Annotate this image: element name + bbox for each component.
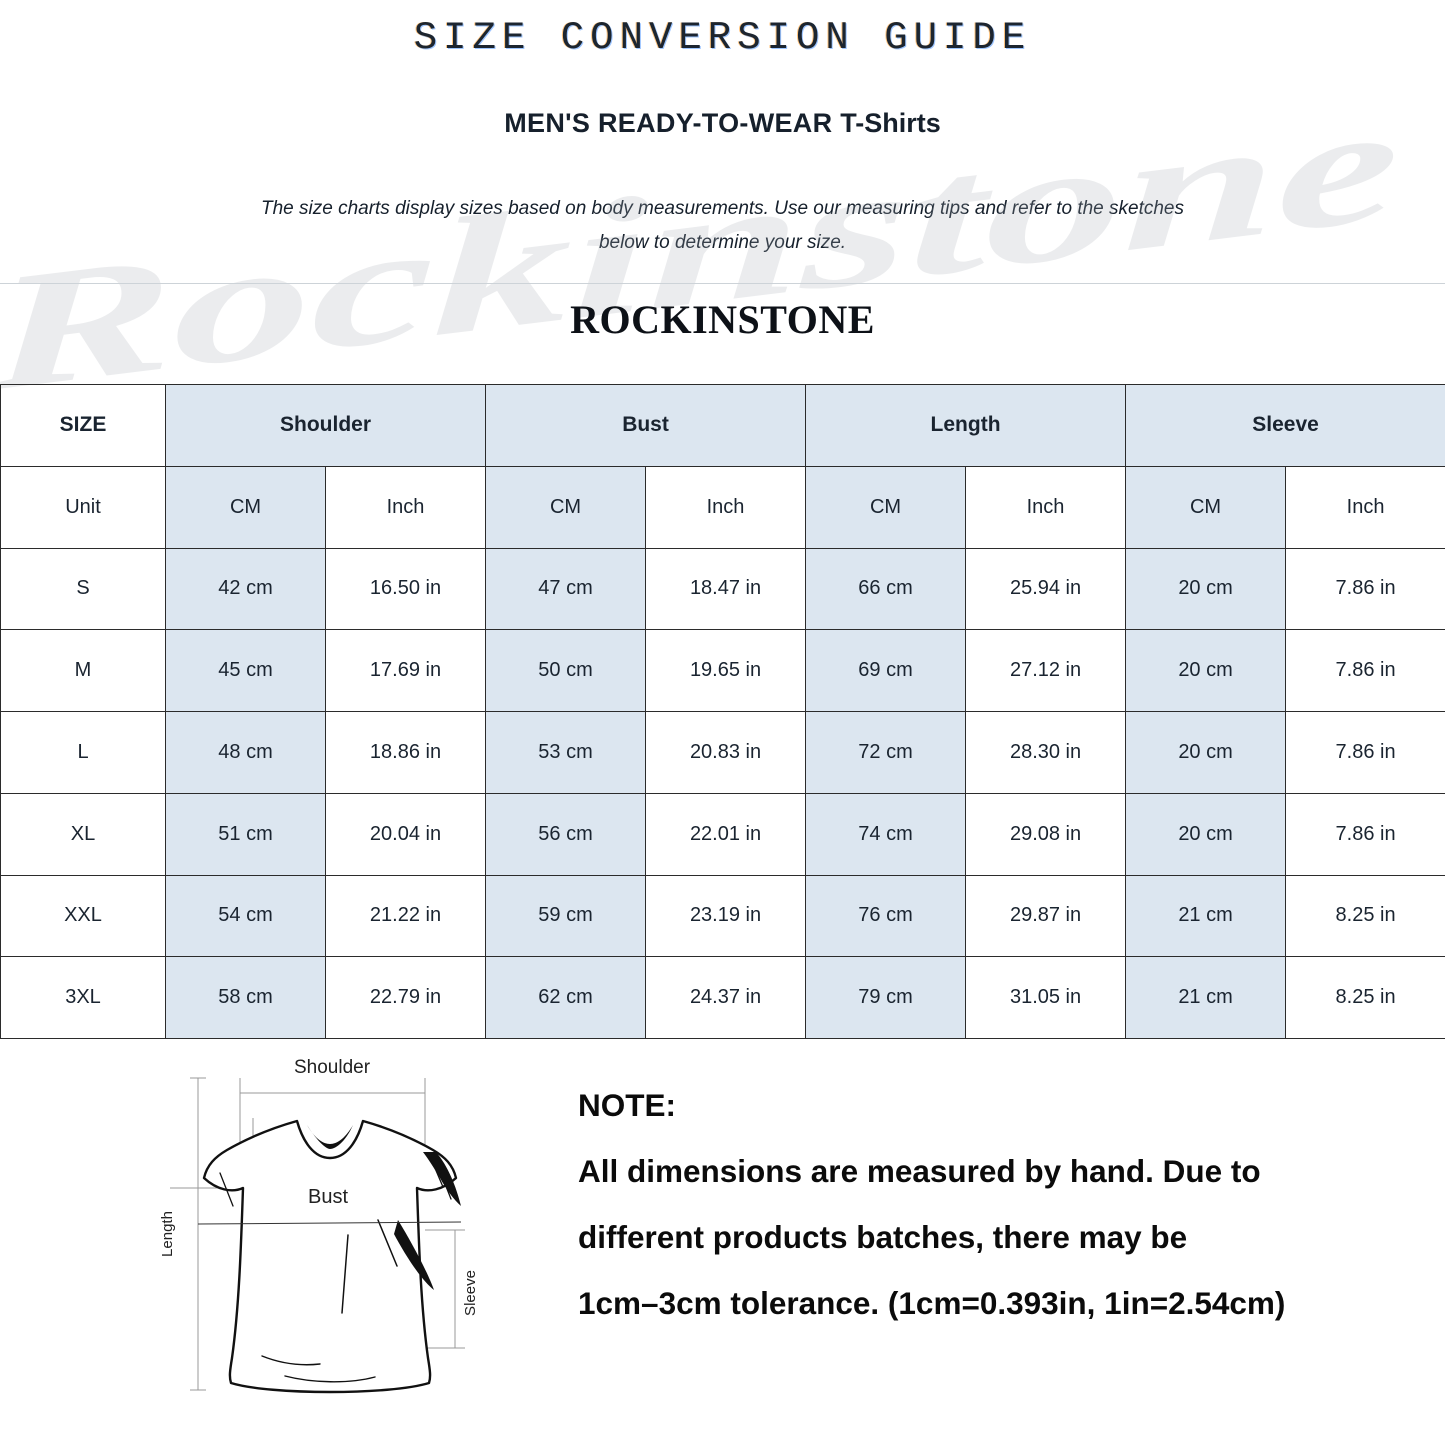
svg-text:Shoulder: Shoulder bbox=[294, 1057, 371, 1078]
svg-text:Sleeve: Sleeve bbox=[462, 1270, 479, 1316]
svg-text:Rockinstone: Rockinstone bbox=[0, 95, 1401, 415]
svg-text:Bust: Bust bbox=[308, 1186, 348, 1208]
svg-text:Length: Length bbox=[159, 1211, 176, 1257]
